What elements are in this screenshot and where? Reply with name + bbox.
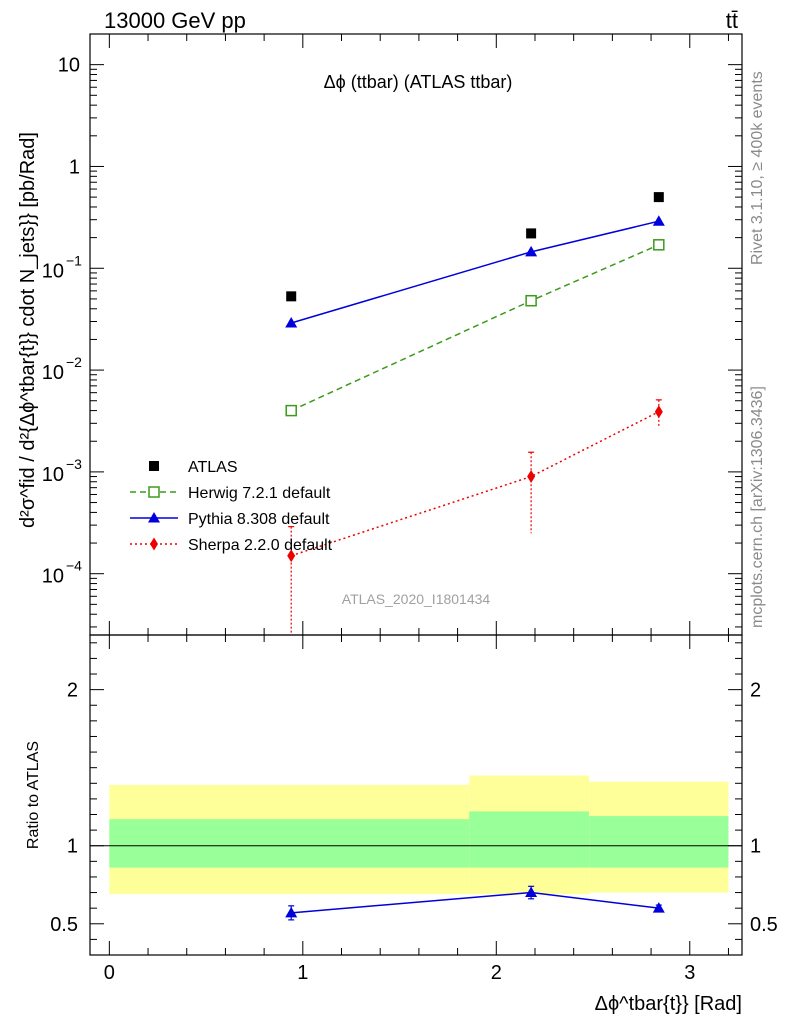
stat-uncertainty-band-0 — [109, 819, 470, 868]
series-line-3 — [290, 411, 660, 557]
legend-marker-3 — [150, 537, 158, 551]
data-point-3-1 — [527, 470, 536, 484]
main-y-tick-exponent-3: −1 — [66, 252, 82, 268]
ratio-y-tick-label-0: 0.5 — [50, 914, 78, 936]
main-y-tick-label-0: 10 — [42, 566, 64, 588]
legend-marker-2 — [148, 512, 160, 523]
main-y-tick-label-3: 10 — [42, 260, 64, 282]
ratio-y-tick-label-right-2: 2 — [750, 680, 761, 702]
process-label: tt̄ — [726, 8, 738, 33]
data-point-1-2 — [653, 239, 665, 251]
data-point-2-2 — [652, 215, 665, 226]
ratio-line-0 — [291, 891, 659, 914]
rivet-label: Rivet 3.1.10, ≥ 400k events — [749, 71, 766, 265]
series-line-2 — [290, 220, 659, 324]
ratio-point-0-0 — [285, 906, 298, 918]
legend-marker-1 — [148, 486, 160, 498]
series-line-1 — [290, 244, 660, 412]
ratio-point-0-1 — [525, 886, 538, 898]
stat-uncertainty-band-1 — [469, 811, 590, 868]
ratio-frame — [89, 634, 743, 956]
ratio-y-axis-label: Ratio to ATLAS — [25, 741, 42, 849]
data-point-3-2 — [654, 405, 663, 419]
ratio-y-tick-label-1: 1 — [67, 836, 78, 858]
main-y-tick-exponent-1: −3 — [66, 456, 82, 472]
main-y-tick-label-2: 10 — [42, 362, 64, 384]
x-tick-label-1: 1 — [297, 962, 308, 984]
main-y-tick-label-4: 1 — [69, 156, 80, 178]
ratio-y-tick-label-right-1: 1 — [750, 836, 761, 858]
main-title: Δϕ (ttbar) (ATLAS ttbar) — [324, 72, 513, 92]
x-tick-label-3: 3 — [684, 962, 695, 984]
data-point-1-0 — [285, 404, 297, 417]
watermark: ATLAS_2020_I1801434 — [342, 591, 491, 607]
main-panel: Δϕ (ttbar) (ATLAS ttbar) ATLAS_2020_I180… — [17, 33, 743, 636]
data-point-1-1 — [525, 294, 537, 307]
main-y-tick-label-5: 10 — [58, 55, 80, 77]
data-point-3-0 — [287, 549, 296, 563]
mcplots-label: mcplots.cern.ch [arXiv:1306.3436] — [749, 386, 766, 628]
x-axis-label: Δϕ^tbar{t}} [Rad] — [595, 993, 742, 1015]
ratio-point-0-2 — [652, 902, 665, 913]
data-point-0-0 — [286, 291, 297, 302]
legend-marker-0 — [149, 461, 159, 471]
ratio-y-tick-label-right-0: 0.5 — [750, 914, 778, 936]
main-y-tick-label-1: 10 — [42, 464, 64, 486]
legend-label-0: ATLAS — [188, 459, 238, 476]
data-point-0-1 — [526, 228, 537, 239]
data-point-2-0 — [285, 317, 298, 328]
main-y-tick-exponent-0: −4 — [66, 558, 82, 574]
stat-uncertainty-band-2 — [589, 816, 729, 868]
ratio-y-tick-label-2: 2 — [67, 680, 78, 702]
legend-label-3: Sherpa 2.2.0 default — [188, 537, 333, 554]
legend-label-2: Pythia 8.308 default — [188, 511, 330, 528]
legend-label-1: Herwig 7.2.1 default — [188, 485, 331, 502]
x-tick-label-0: 0 — [104, 962, 115, 984]
main-y-tick-exponent-2: −2 — [66, 354, 82, 370]
main-y-axis-label: d²σ^fid / d²{Δϕ^tbar{t}} cdot N_jets}} [… — [17, 132, 39, 528]
data-point-2-1 — [525, 245, 538, 257]
ratio-panel: Ratio to ATLAS Δϕ^tbar{t}} [Rad] 0.5 0.5 1… — [25, 634, 778, 1015]
x-tick-label-2: 2 — [491, 962, 502, 984]
energy-label: 13000 GeV pp — [104, 8, 246, 33]
data-point-0-2 — [653, 192, 664, 203]
